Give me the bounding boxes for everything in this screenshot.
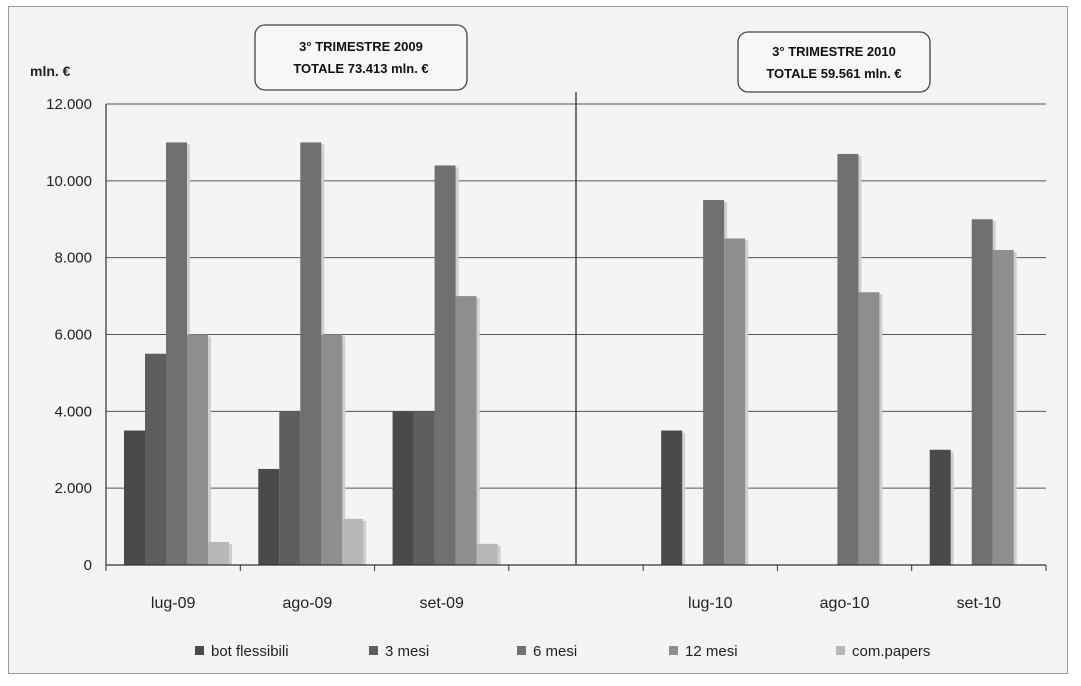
bar (300, 142, 322, 565)
legend-swatch (369, 646, 378, 655)
x-category-labels: lug-09 ago-09 set-09 lug-10 ago-10 set-10 (151, 595, 1001, 612)
bar (971, 219, 993, 565)
y-tick-label: 12.000 (46, 96, 92, 113)
bar (124, 430, 145, 565)
legend-swatch (836, 646, 845, 655)
annotation-box-2009: 3° TRIMESTRE 2009 TOTALE 73.413 mln. € (254, 24, 468, 91)
annotation-box-2010: 3° TRIMESTRE 2010 TOTALE 59.561 mln. € (737, 31, 931, 93)
y-tick-label: 8.000 (54, 250, 92, 267)
bar (434, 165, 456, 565)
y-tick-label: 0 (84, 557, 92, 574)
axes (105, 92, 1047, 571)
y-tick-label: 6.000 (54, 327, 92, 344)
bars (124, 142, 1017, 566)
legend-label: 3 mesi (385, 643, 429, 660)
bar (145, 353, 166, 565)
y-tick-label: 10.000 (46, 173, 92, 190)
x-category-label: lug-09 (151, 595, 196, 612)
legend-label: com.papers (852, 643, 930, 660)
legend-swatch (669, 646, 678, 655)
x-category-label: ago-10 (820, 595, 870, 612)
bar (661, 430, 683, 565)
bar (703, 200, 725, 565)
bar (455, 296, 477, 565)
bar (392, 411, 414, 565)
annotation-2009-line1: 3° TRIMESTRE 2009 (299, 39, 423, 54)
bar (992, 249, 1014, 565)
legend-label: 12 mesi (685, 643, 738, 660)
y-tick-label: 4.000 (54, 403, 92, 420)
legend-label: 6 mesi (533, 643, 577, 660)
bar (413, 411, 435, 565)
legend-swatch (517, 646, 526, 655)
y-axis-unit-label: mln. € (30, 63, 71, 79)
bar (476, 543, 498, 565)
bar (724, 238, 746, 566)
bar (837, 153, 859, 566)
y-tick-labels: 0 2.000 4.000 6.000 8.000 10.000 12.000 (46, 96, 92, 574)
x-category-label: ago-09 (283, 595, 333, 612)
bar (321, 334, 343, 565)
bar (342, 518, 364, 565)
bar (258, 468, 280, 565)
y-tick-label: 2.000 (54, 480, 92, 497)
annotation-2010-line1: 3° TRIMESTRE 2010 (772, 44, 896, 59)
bar (929, 449, 951, 565)
x-category-label: lug-10 (688, 595, 733, 612)
bar (187, 334, 208, 565)
bar (166, 142, 187, 565)
bar (279, 411, 301, 565)
legend-label: bot flessibili (211, 643, 289, 660)
annotation-2009-line2: TOTALE 73.413 mln. € (293, 61, 428, 76)
x-category-label: set-10 (957, 595, 1002, 612)
bar (858, 292, 880, 565)
legend-swatch (195, 646, 204, 655)
legend: bot flessibili 3 mesi 6 mesi 12 mesi com.pap… (195, 643, 930, 660)
annotation-2010-line2: TOTALE 59.561 mln. € (766, 66, 901, 81)
bar (208, 541, 229, 565)
x-category-label: set-09 (419, 595, 464, 612)
